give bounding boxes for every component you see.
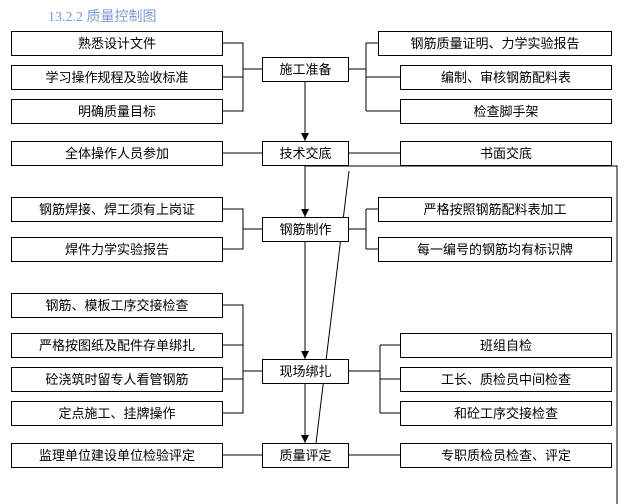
- flow-node-n10: 定点施工、挂牌操作: [11, 401, 223, 426]
- flow-node-c1: 施工准备: [262, 57, 349, 82]
- flow-node-c3: 钢筋制作: [262, 217, 349, 242]
- flow-node-r7: 班组自检: [400, 333, 612, 358]
- flow-node-n6: 焊件力学实验报告: [11, 237, 223, 262]
- flow-node-n5: 钢筋焊接、焊工须有上岗证: [11, 197, 223, 222]
- flow-node-n2: 学习操作规程及验收标准: [11, 65, 223, 90]
- flow-node-n3: 明确质量目标: [11, 99, 223, 124]
- flow-node-n7: 钢筋、模板工序交接检查: [11, 293, 223, 318]
- flow-node-c5: 质量评定: [262, 443, 349, 468]
- flow-node-n9: 砼浇筑时留专人看管钢筋: [11, 367, 223, 392]
- flow-node-r2: 编制、审核钢筋配料表: [400, 65, 612, 90]
- flow-node-r10: 专职质检员检查、评定: [400, 443, 612, 468]
- flow-node-n1: 熟悉设计文件: [11, 31, 223, 56]
- flow-node-r3: 检查脚手架: [400, 99, 612, 124]
- flow-node-r6: 每一编号的钢筋均有标识牌: [378, 237, 612, 262]
- flow-node-r8: 工长、质检员中间检查: [400, 367, 612, 392]
- flow-node-r9: 和砼工序交接检查: [400, 401, 612, 426]
- flow-node-c4: 现场绑扎: [262, 359, 349, 384]
- section-title: 13.2.2 质量控制图: [48, 6, 157, 26]
- flow-node-r4: 书面交底: [400, 141, 612, 166]
- flow-node-r1: 钢筋质量证明、力学实验报告: [378, 31, 612, 56]
- flow-node-n11: 监理单位建设单位检验评定: [11, 443, 223, 468]
- flow-node-n8: 严格按图纸及配件存单绑扎: [11, 333, 223, 358]
- flow-node-c2: 技术交底: [262, 141, 349, 166]
- flow-node-n4: 全体操作人员参加: [11, 141, 223, 166]
- flow-node-r5: 严格按照钢筋配料表加工: [378, 197, 612, 222]
